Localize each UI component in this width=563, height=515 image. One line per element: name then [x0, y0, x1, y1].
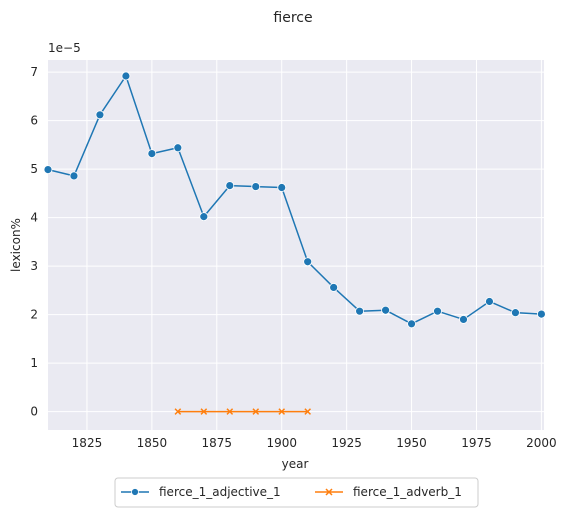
legend-box: [114, 477, 479, 508]
legend-label-adjective: fierce_1_adjective_1: [159, 485, 281, 499]
y-offset-label: 1e−5: [48, 41, 81, 55]
grid: [48, 60, 544, 430]
data-point: [251, 182, 261, 191]
y-tick-label: 1: [30, 356, 38, 370]
y-tick-label: 0: [30, 405, 38, 419]
series-fierce_1_adverb_1: [174, 408, 312, 415]
x-axis-label: year: [282, 457, 309, 471]
data-point: [252, 408, 260, 415]
y-tick-label: 2: [30, 308, 38, 322]
data-point: [225, 181, 235, 190]
data-point: [355, 306, 365, 316]
y-axis-label: lexicon%: [9, 218, 23, 272]
data-point: [121, 71, 131, 81]
series-fierce_1_adjective_1: [43, 71, 546, 329]
data-point: [278, 408, 286, 415]
legend: fierce_1_adjective_1 fierce_1_adverb_1: [114, 477, 479, 508]
x-tick-label: 1900: [266, 436, 297, 450]
data-point: [433, 306, 442, 316]
data-point: [381, 305, 390, 315]
data-point: [407, 319, 416, 329]
legend-label-adverb: fierce_1_adverb_1: [353, 485, 462, 499]
data-point: [277, 183, 287, 192]
data-point: [459, 315, 468, 324]
data-point: [226, 408, 234, 415]
data-point: [200, 408, 208, 415]
y-ticks: 0 1 2 3 4 5 6 7: [30, 65, 38, 418]
y-tick-label: 5: [30, 162, 38, 176]
y-tick-label: 6: [30, 114, 38, 128]
legend-entry-adverb: fierce_1_adverb_1: [315, 485, 462, 499]
data-point: [511, 308, 520, 318]
x-tick-label: 1825: [72, 436, 103, 450]
data-point: [43, 165, 53, 174]
y-tick-label: 4: [30, 211, 38, 225]
legend-entry-adjective: fierce_1_adjective_1: [121, 485, 281, 499]
x-tick-label: 1875: [202, 436, 233, 450]
data-point: [329, 283, 339, 292]
data-point: [537, 309, 546, 319]
legend-marker-x: [325, 488, 333, 496]
x-ticks: 1825 1850 1875 1900 1925 1950 1975 2000: [72, 436, 557, 450]
x-tick-label: 1975: [461, 436, 492, 450]
data-point: [69, 171, 79, 181]
x-tick-label: 1850: [137, 436, 168, 450]
series-line: [47, 75, 542, 325]
x-tick-label: 1925: [331, 436, 362, 450]
y-tick-label: 3: [30, 259, 38, 273]
data-point: [304, 408, 312, 415]
legend-marker-circle: [131, 488, 139, 496]
data-point: [174, 408, 182, 415]
data-point: [147, 149, 157, 158]
plot-area: [48, 60, 544, 430]
data-point: [303, 257, 313, 267]
data-point: [173, 143, 183, 153]
data-point: [95, 110, 105, 120]
chart-title: fierce: [273, 10, 312, 26]
series-layer: [43, 71, 546, 415]
y-tick-label: 7: [30, 65, 38, 79]
x-tick-label: 1950: [396, 436, 427, 450]
data-point: [485, 297, 494, 306]
data-point: [199, 212, 209, 222]
x-tick-label: 2000: [526, 436, 557, 450]
